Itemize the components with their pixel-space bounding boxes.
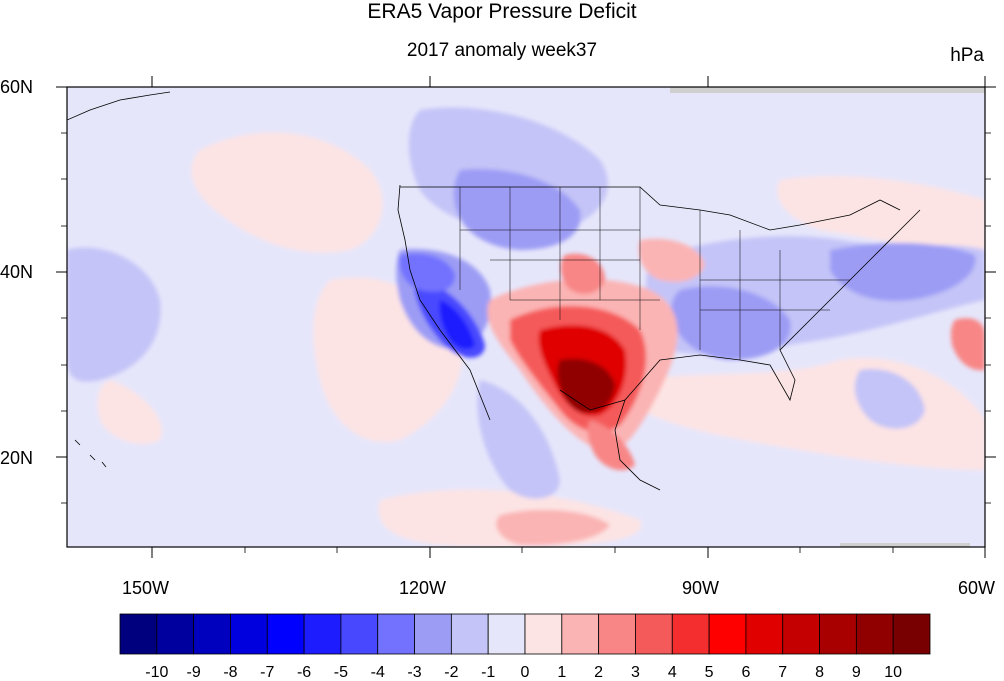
colorbar-box [745,613,784,655]
units-label: hPa [950,45,984,66]
colorbar-box [524,613,563,655]
colorbar-box [119,613,158,655]
colorbar-box [377,613,415,655]
state-lines [459,187,850,360]
anomaly-neg-nevada [399,253,455,292]
colorbar-tick-label: 6 [741,664,750,681]
colorbar-box [450,613,489,655]
colorbar-tick-label: 5 [705,664,714,681]
colorbar-tick-label: -2 [444,664,458,681]
colorbar-box [266,613,305,655]
colorbar-box [414,613,452,655]
anomaly-pos-north-atlantic [777,176,985,260]
anomaly-pos-pacific-ne [191,132,383,253]
anomaly-neg-pacific-west [67,247,161,382]
colorbar-tick-label: -6 [297,664,311,681]
colorbar-box [230,613,268,655]
lat-label-40n: 40N [0,262,34,282]
anomaly-pos-texas-max [557,358,615,413]
anomaly-field [67,87,985,547]
colorbar-box [561,613,600,655]
anomaly-neg-southeast [671,286,791,360]
colorbar-tick-label: 10 [884,664,902,681]
lon-label-150w: 150W [122,578,170,598]
colorbar-box [303,613,342,655]
colorbar-box [487,613,526,655]
colorbar-tick-label: -9 [187,664,201,681]
anomaly-pos-central-plains [560,253,605,294]
anomaly-neg-mexico-west [477,380,560,499]
colorbar-tick-label: -10 [145,664,168,681]
us-west-coast [397,184,491,421]
anomaly-neg-northeast [830,243,976,301]
colorbar-tick-label: -5 [334,664,348,681]
colorbar-box [819,613,857,655]
colorbar-tick-label: -7 [260,664,274,681]
colorbar [119,613,931,655]
colorbar-tick-label: 8 [815,664,824,681]
colorbar-box [193,613,231,655]
anomaly-neg-caribbean [854,369,925,429]
colorbar-box [635,613,673,655]
mexico-coast [614,399,661,491]
colorbar-tick-label: -8 [223,664,237,681]
colorbar-tick-label: -3 [407,664,421,681]
hawaii [74,439,107,468]
colorbar-tick-label: 9 [852,664,861,681]
colorbar-tick-label: 1 [557,664,566,681]
missing-data-bottom [840,543,970,547]
anomaly-neg-baja [439,300,475,350]
map-frame [66,86,986,548]
colorbar-tick-label: 4 [668,664,677,681]
lon-label-120w: 120W [399,578,447,598]
colorbar-box [340,613,379,655]
colorbar-tick-label: -1 [481,664,495,681]
gulf-coast [559,209,921,411]
figure-subtitle: 2017 anomaly week37 [406,40,598,61]
colorbar-box [708,613,747,655]
figure-title: ERA5 Vapor Pressure Deficit [367,0,637,23]
colorbar-box [892,613,931,655]
tick-marks [56,76,996,558]
anomaly-pos-midwest [638,238,705,282]
anomaly-pos-mexico-south [587,420,635,471]
colorbar-box [782,613,820,655]
colorbar-tick-label: 3 [631,664,640,681]
missing-data-top [670,87,985,93]
colorbar-tick-label: 7 [778,664,787,681]
colorbar-box [156,613,195,655]
colorbar-tick-label: 0 [521,664,530,681]
lon-label-90w: 90W [682,578,720,598]
colorbar-box [671,613,710,655]
alaska-coast [67,91,171,121]
anomaly-pos-atlantic-east [951,318,985,371]
lat-label-20n: 20N [0,448,34,468]
anomaly-pos-equatorial-core [496,509,610,546]
minor-tick-marks [61,132,991,553]
lat-label-60n: 60N [0,77,34,97]
colorbar-labels: -10 -9 -8 -7 -6 -5 -4 -3 -2 -1 0 1 2 3 4 5 6 7 8 9 10 [145,664,902,681]
coastlines [67,91,921,491]
colorbar-tick-label: -4 [371,664,385,681]
lon-label-60w: 60W [958,578,996,598]
colorbar-box [855,613,894,655]
us-north-border [400,186,901,231]
colorbar-tick-label: 2 [594,664,603,681]
colorbar-box [598,613,636,655]
anomaly-pos-pacific-sw [97,380,162,444]
